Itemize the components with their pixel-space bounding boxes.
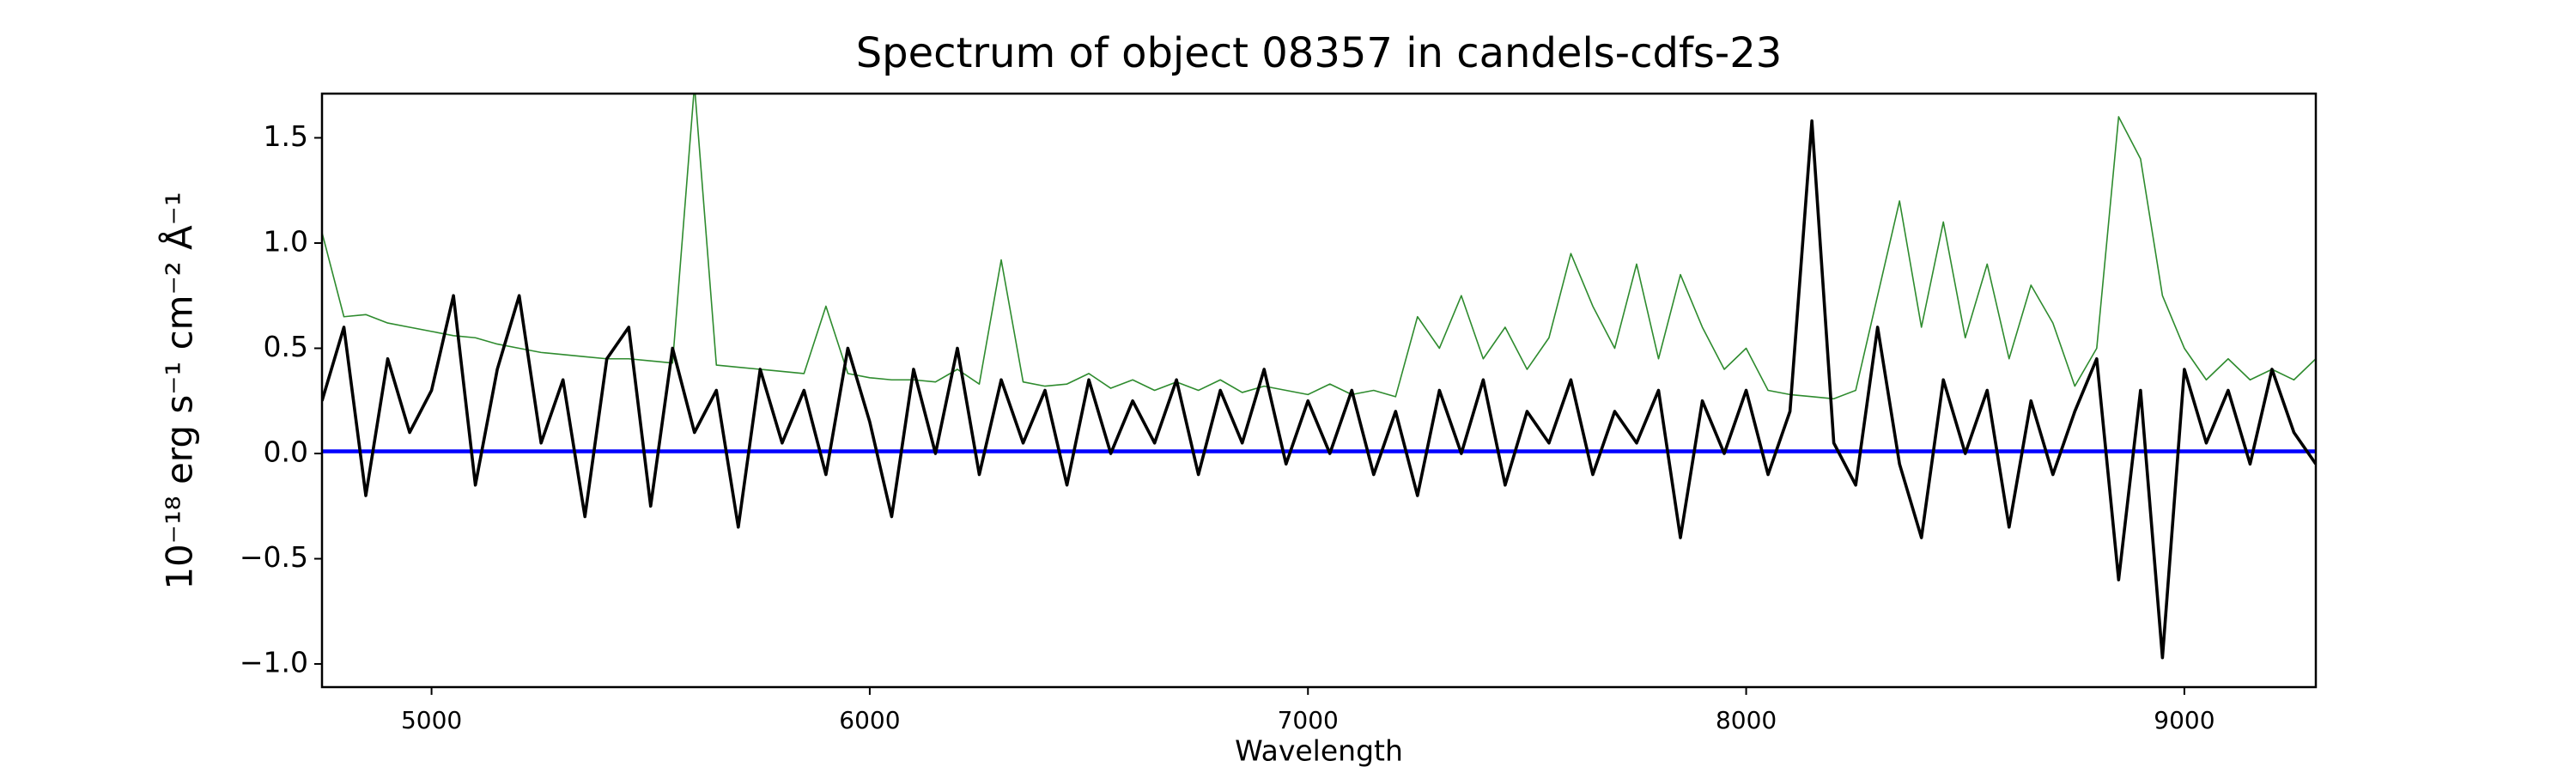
y-tick-label: −0.5 <box>240 540 308 574</box>
x-tick-label: 5000 <box>401 706 462 734</box>
y-axis-label: 10⁻¹⁸ erg s⁻¹ cm⁻² Å⁻¹ <box>158 192 201 589</box>
x-tick-label: 9000 <box>2154 706 2215 734</box>
x-tick-label: 8000 <box>1716 706 1777 734</box>
plot-lines <box>322 94 2316 660</box>
y-tick-label: 0.0 <box>264 435 308 469</box>
x-tick-label: 7000 <box>1278 706 1339 734</box>
chart-title: Spectrum of object 08357 in candels-cdfs… <box>856 29 1783 77</box>
plot-frame <box>320 92 2318 689</box>
x-tick-label: 6000 <box>839 706 900 734</box>
y-tick-label: −1.0 <box>240 646 308 679</box>
y-tick-label: 1.0 <box>264 224 308 258</box>
spectrum-line <box>322 119 2316 660</box>
y-tick-label: 1.5 <box>264 119 308 153</box>
y-tick-label: 0.5 <box>264 330 308 363</box>
x-axis-label: Wavelength <box>1235 734 1403 768</box>
spectrum-line <box>322 94 2316 400</box>
